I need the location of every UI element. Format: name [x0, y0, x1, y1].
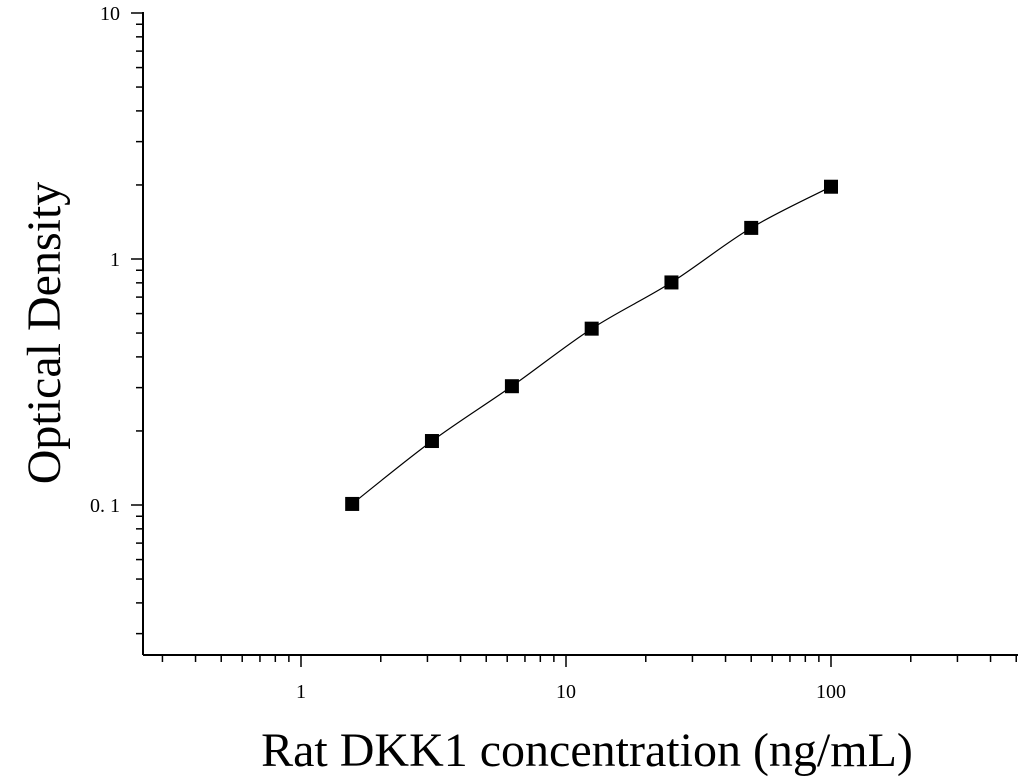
data-point — [744, 220, 759, 235]
y-tick-label: 0. 1 — [90, 495, 120, 517]
data-point — [664, 275, 679, 290]
x-tick-label: 10 — [556, 681, 576, 703]
data-point — [424, 434, 439, 449]
data-point — [504, 379, 519, 394]
data-point — [824, 179, 838, 194]
y-tick-label: 1 — [110, 249, 120, 271]
y-axis: 0. 1 1 10 — [90, 3, 144, 655]
plot-area: 1 10 100 0. 1 1 10 — [90, 3, 1018, 703]
x-axis: 1 10 100 — [143, 654, 1018, 703]
data-points — [345, 179, 838, 511]
y-axis-title: Optical Density — [18, 182, 71, 485]
x-axis-title: Rat DKK1 concentration (ng/mL) — [261, 724, 913, 777]
x-tick-label: 100 — [816, 681, 846, 703]
data-point — [345, 496, 360, 511]
y-tick-label: 10 — [100, 3, 120, 25]
data-point — [584, 321, 599, 336]
x-tick-label: 1 — [296, 681, 306, 703]
fit-curve — [351, 186, 832, 505]
